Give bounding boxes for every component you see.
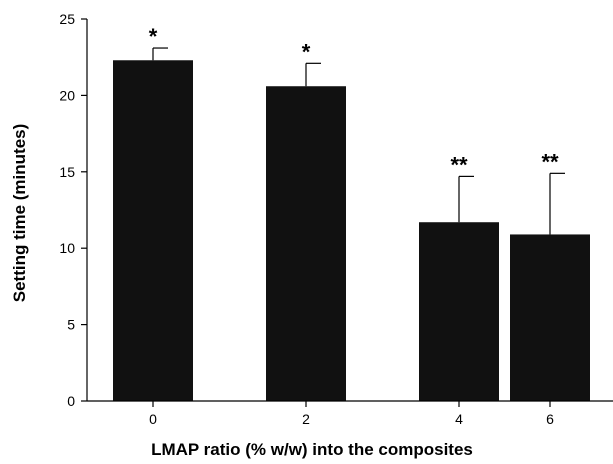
significance-marks-group: **** ** [149,24,559,177]
x-tick-label-4: 4 [455,411,463,427]
bar-6 [510,234,590,401]
significance-mark-4: ** [450,152,468,177]
y-tick-label-10: 10 [59,240,75,256]
x-tick-label-6: 6 [546,411,554,427]
significance-mark-6: ** [541,149,559,174]
bar-2 [266,86,346,402]
error-bars-group [152,47,565,235]
x-axis-title: LMAP ratio (% w/w) into the composites [151,440,473,459]
y-tick-label-5: 5 [67,317,75,333]
y-axis-title: Setting time (minutes) [10,124,29,303]
x-tick-label-0: 0 [149,411,157,427]
x-tick-label-2: 2 [302,411,310,427]
significance-mark-2: * [302,39,311,64]
axes-group [86,19,613,402]
y-tick-label-0: 0 [67,393,75,409]
y-tick-label-25: 25 [59,11,75,27]
significance-mark-0: * [149,24,158,49]
bar-0 [113,60,193,401]
y-tick-label-20: 20 [59,87,75,103]
bars-group [113,60,590,402]
bar-4 [419,222,499,401]
x-ticks-group: 0 2 4 6 [149,401,554,427]
y-tick-label-15: 15 [59,164,75,180]
y-ticks-group: 0 5 10 15 20 25 [59,11,87,409]
